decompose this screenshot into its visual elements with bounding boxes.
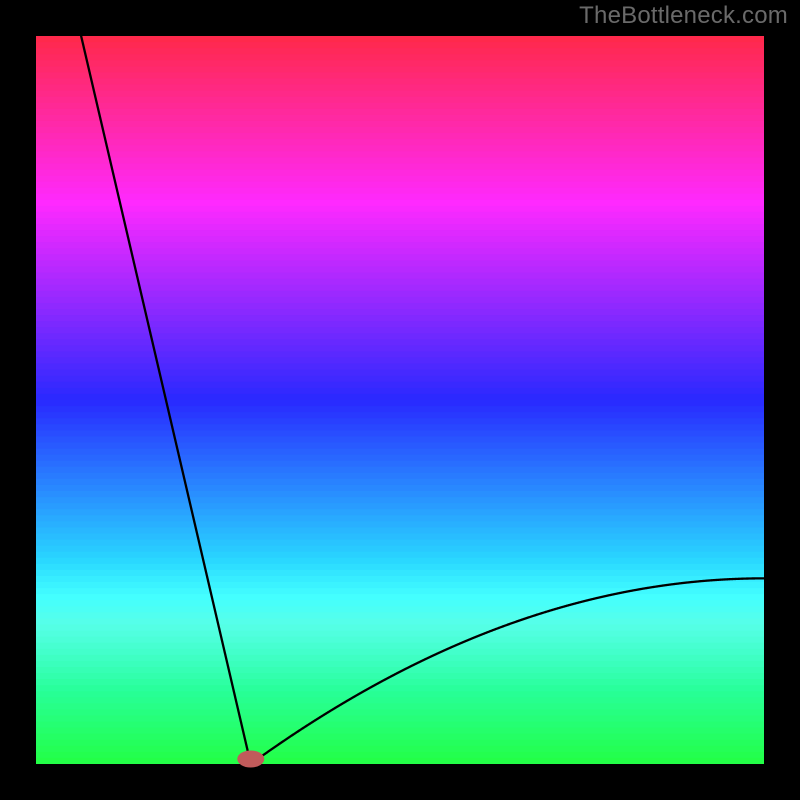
cusp-marker xyxy=(238,751,264,767)
chart-canvas xyxy=(0,0,800,800)
gradient-background xyxy=(36,36,764,765)
watermark-text: TheBottleneck.com xyxy=(579,2,788,30)
